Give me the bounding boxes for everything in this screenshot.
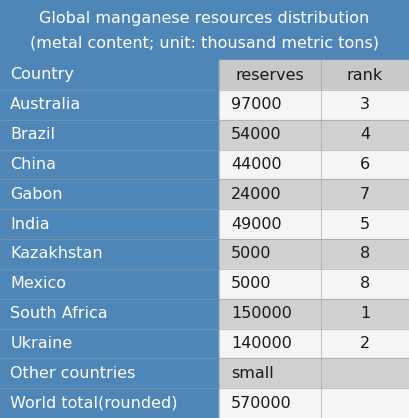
Text: Country: Country: [10, 67, 74, 82]
Text: Ukraine: Ukraine: [10, 336, 72, 351]
Text: 24000: 24000: [231, 187, 282, 202]
Bar: [321, 60, 409, 90]
Text: Mexico: Mexico: [10, 276, 66, 291]
Bar: [0, 329, 219, 358]
Bar: [0, 150, 219, 179]
Bar: [219, 358, 321, 388]
Text: 97000: 97000: [231, 97, 282, 112]
Bar: [321, 358, 409, 388]
Text: 3: 3: [360, 97, 370, 112]
Text: 8: 8: [360, 247, 370, 262]
Text: China: China: [10, 157, 56, 172]
Bar: [321, 90, 409, 120]
Text: World total(rounded): World total(rounded): [10, 395, 178, 410]
Bar: [321, 388, 409, 418]
Text: India: India: [10, 217, 50, 232]
Bar: [321, 120, 409, 150]
Text: 5000: 5000: [231, 247, 272, 262]
Bar: [0, 299, 219, 329]
Text: 6: 6: [360, 157, 370, 172]
Bar: [321, 209, 409, 239]
Bar: [219, 150, 321, 179]
Text: (metal content; unit: thousand metric tons): (metal content; unit: thousand metric to…: [30, 36, 379, 51]
Bar: [0, 239, 219, 269]
Bar: [219, 90, 321, 120]
Text: small: small: [231, 366, 274, 381]
Text: Other countries: Other countries: [10, 366, 136, 381]
Bar: [219, 60, 321, 90]
Bar: [321, 269, 409, 299]
Text: Brazil: Brazil: [10, 127, 55, 142]
Text: Kazakhstan: Kazakhstan: [10, 247, 103, 262]
Bar: [219, 388, 321, 418]
Bar: [0, 209, 219, 239]
Text: 150000: 150000: [231, 306, 292, 321]
Text: rank: rank: [347, 67, 383, 82]
Bar: [0, 60, 219, 90]
Bar: [321, 299, 409, 329]
Text: 44000: 44000: [231, 157, 282, 172]
Text: 49000: 49000: [231, 217, 282, 232]
Bar: [219, 329, 321, 358]
Bar: [219, 239, 321, 269]
Text: Australia: Australia: [10, 97, 81, 112]
Bar: [321, 329, 409, 358]
Bar: [321, 150, 409, 179]
Text: 140000: 140000: [231, 336, 292, 351]
Bar: [0, 269, 219, 299]
Text: Global manganese resources distribution: Global manganese resources distribution: [39, 10, 370, 25]
Bar: [0, 90, 219, 120]
Bar: [219, 209, 321, 239]
Text: 2: 2: [360, 336, 370, 351]
Text: 54000: 54000: [231, 127, 282, 142]
Bar: [321, 179, 409, 209]
Text: 570000: 570000: [231, 395, 292, 410]
Bar: [219, 269, 321, 299]
Text: Gabon: Gabon: [10, 187, 63, 202]
Text: 5: 5: [360, 217, 370, 232]
Text: 8: 8: [360, 276, 370, 291]
Bar: [219, 120, 321, 150]
Bar: [0, 388, 219, 418]
Bar: [321, 239, 409, 269]
Bar: [219, 299, 321, 329]
Bar: [0, 179, 219, 209]
Bar: [219, 179, 321, 209]
Text: South Africa: South Africa: [10, 306, 108, 321]
Bar: [0, 120, 219, 150]
Text: reserves: reserves: [236, 67, 304, 82]
Bar: [0, 358, 219, 388]
Text: 5000: 5000: [231, 276, 272, 291]
Text: 7: 7: [360, 187, 370, 202]
Text: 4: 4: [360, 127, 370, 142]
Text: 1: 1: [360, 306, 370, 321]
